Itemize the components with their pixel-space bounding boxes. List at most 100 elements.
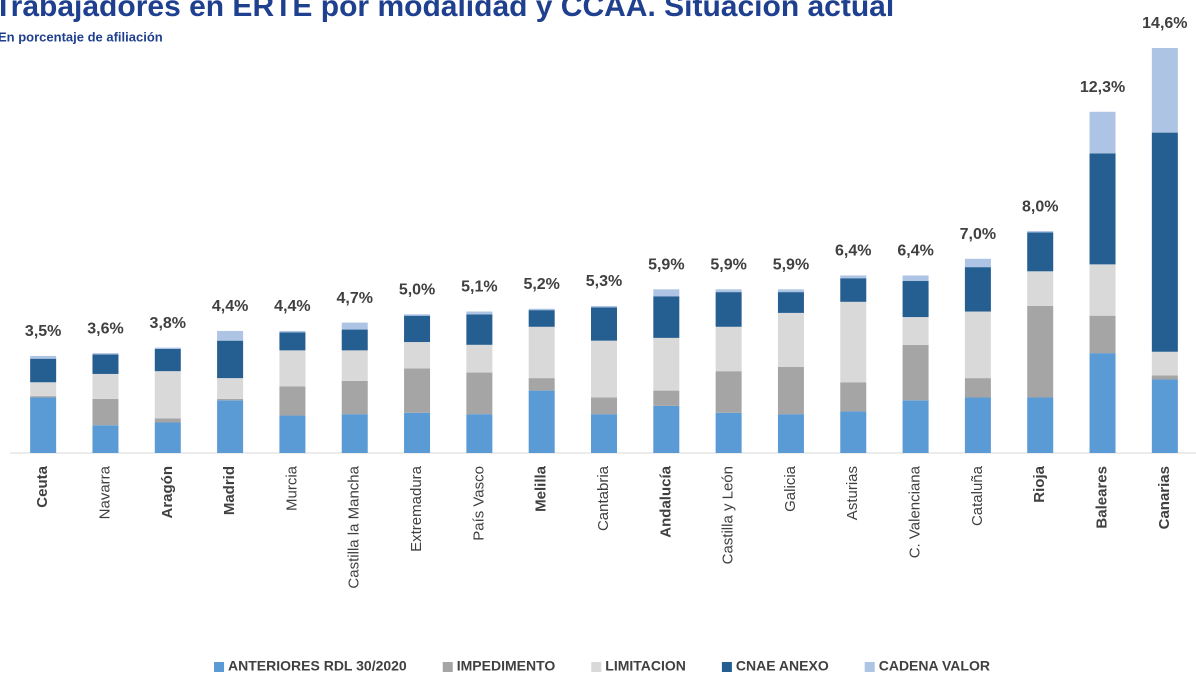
total-label: 3,5% — [25, 323, 61, 340]
bar-segment — [840, 275, 867, 279]
bar-segment — [1089, 353, 1116, 453]
total-label: 6,4% — [835, 243, 871, 260]
total-label: 4,4% — [274, 298, 310, 315]
bar-segment — [902, 275, 929, 282]
bar-segment — [715, 412, 742, 453]
bar-segment — [1027, 231, 1054, 233]
bar-segment — [1027, 305, 1054, 398]
legend-label: CNAE ANEXO — [736, 658, 829, 674]
bar-segment — [964, 267, 991, 312]
bar-segment — [964, 258, 991, 268]
bar-segment — [92, 373, 119, 399]
bar-segment — [528, 326, 555, 379]
bar-segment — [154, 348, 181, 372]
bar-segment — [840, 301, 867, 383]
bar-segment — [217, 330, 244, 341]
bar-segment — [1089, 315, 1116, 354]
x-tick-label: Canarias — [1156, 466, 1173, 529]
x-tick-label: Murcia — [283, 465, 300, 511]
bar-segment — [466, 311, 493, 315]
bar-segment — [154, 422, 181, 453]
bar-segment — [777, 414, 804, 453]
bar-segment — [466, 314, 493, 345]
bar-segment — [404, 314, 431, 316]
chart-subtitle: En porcentaje de afiliación — [0, 29, 163, 44]
bar-segment — [30, 355, 57, 359]
bar-segment — [840, 382, 867, 412]
bar-segment — [404, 315, 431, 343]
total-label: 5,9% — [648, 257, 684, 274]
x-tick-label: Cantabria — [595, 465, 612, 531]
bar-segment — [279, 350, 306, 387]
x-tick-label: Asturias — [844, 466, 861, 520]
bar-segment — [528, 390, 555, 453]
bar-segment — [92, 398, 119, 426]
bar-segment — [1089, 264, 1116, 316]
x-tick-label: Rioja — [1031, 465, 1048, 502]
legend-swatch — [591, 662, 602, 672]
bar-segment — [591, 305, 617, 308]
bar-segment — [964, 311, 991, 379]
legend-label: LIMITACION — [605, 658, 686, 674]
bar-segment — [591, 414, 617, 453]
legend-swatch — [721, 662, 732, 672]
bar-segment — [964, 397, 991, 453]
total-label: 8,0% — [1022, 198, 1058, 215]
x-tick-label: Aragón — [159, 466, 176, 519]
bar-segment — [840, 278, 867, 302]
bar-segment — [902, 400, 929, 453]
bar-segment — [1151, 351, 1178, 376]
bar-segment — [1089, 153, 1116, 265]
total-label: 4,4% — [212, 298, 248, 315]
bar-segment — [217, 378, 244, 399]
total-label: 3,8% — [150, 315, 186, 332]
bar-segment — [404, 412, 431, 453]
total-label: 12,3% — [1080, 79, 1125, 96]
x-tick-label: Melilla — [533, 465, 550, 512]
bar-segment — [1027, 271, 1054, 306]
bar-segment — [279, 332, 306, 351]
bar-segment — [777, 367, 804, 415]
legend-label: CADENA VALOR — [879, 658, 990, 674]
x-tick-label: Madrid — [221, 466, 238, 515]
bar-segment — [591, 307, 617, 341]
bar-segment — [341, 322, 368, 330]
bar-segment — [902, 281, 929, 318]
bar-segment — [341, 329, 368, 351]
bar-segment — [715, 371, 742, 413]
bar-segment — [279, 330, 306, 333]
x-tick-label: Castilla la Mancha — [346, 465, 363, 588]
bar-segment — [715, 326, 742, 372]
bar-segment — [1151, 379, 1178, 453]
bar-segment — [1089, 111, 1116, 154]
bar-segment — [902, 344, 929, 401]
bar-segment — [217, 340, 244, 379]
bar-segment — [528, 310, 555, 327]
bar-segment — [653, 337, 680, 391]
total-label: 6,4% — [897, 243, 933, 260]
bar-segment — [715, 289, 742, 293]
bar-segment — [30, 396, 57, 398]
chart-title: Trabajadores en ERTE por modalidad y CCA… — [0, 0, 894, 23]
bar-segment — [341, 414, 368, 453]
bar-segment — [30, 382, 57, 397]
bar-segment — [217, 400, 244, 453]
bar-segment — [1151, 375, 1178, 380]
bar-segment — [92, 353, 119, 355]
bar-segment — [653, 289, 680, 297]
bar-segment — [341, 380, 368, 415]
total-label: 5,2% — [523, 276, 559, 293]
total-label: 5,0% — [399, 282, 435, 299]
x-tick-label: Andalucía — [657, 465, 674, 537]
x-tick-label: Ceuta — [34, 465, 51, 507]
bar-segment — [777, 289, 804, 293]
total-label: 4,7% — [337, 290, 373, 307]
x-tick-label: Galicia — [782, 465, 799, 512]
bar-segment — [30, 397, 57, 453]
total-label: 5,9% — [773, 257, 809, 274]
x-tick-label: C. Valenciana — [907, 465, 924, 558]
total-label: 14,6% — [1142, 15, 1187, 32]
bar-segment — [715, 292, 742, 327]
bar-segment — [591, 397, 617, 415]
bar-segment — [404, 342, 431, 369]
